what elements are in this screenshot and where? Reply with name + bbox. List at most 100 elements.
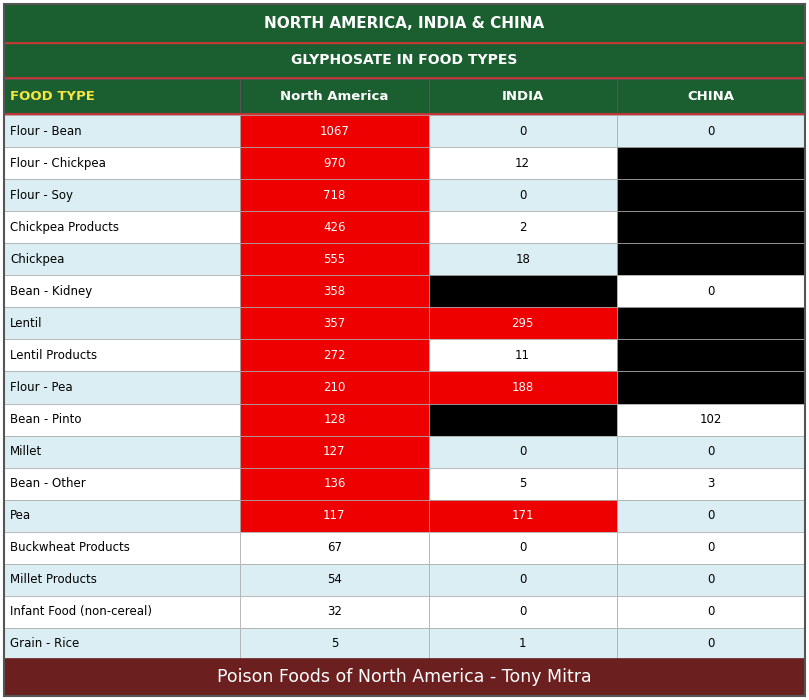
Bar: [240, 115, 429, 147]
Text: 5: 5: [519, 477, 527, 490]
Bar: [616, 179, 805, 211]
Text: Bean - Pinto: Bean - Pinto: [10, 413, 82, 426]
Text: 136: 136: [324, 477, 345, 490]
Text: Chickpea Products: Chickpea Products: [10, 220, 119, 234]
Text: Flour - Soy: Flour - Soy: [10, 188, 73, 202]
Text: 3: 3: [707, 477, 714, 490]
Bar: [616, 115, 805, 147]
Text: 210: 210: [324, 381, 345, 394]
Text: 358: 358: [324, 285, 345, 298]
Text: 117: 117: [323, 509, 345, 522]
Bar: [429, 564, 616, 596]
Bar: [240, 596, 429, 628]
Bar: [4, 113, 805, 115]
Text: Infant Food (non-cereal): Infant Food (non-cereal): [10, 606, 152, 618]
Text: 12: 12: [515, 157, 530, 169]
Text: GLYPHOSATE IN FOOD TYPES: GLYPHOSATE IN FOOD TYPES: [291, 53, 518, 67]
Bar: [240, 147, 429, 179]
Text: 1: 1: [519, 638, 527, 650]
Text: Bean - Other: Bean - Other: [10, 477, 86, 490]
Text: Pea: Pea: [10, 509, 31, 522]
Bar: [429, 596, 616, 628]
Bar: [240, 243, 429, 275]
Bar: [429, 79, 616, 113]
Text: 555: 555: [324, 253, 345, 266]
Text: 0: 0: [519, 573, 527, 587]
Bar: [429, 211, 616, 243]
Text: 5: 5: [331, 638, 338, 650]
Bar: [240, 468, 429, 500]
Text: 272: 272: [323, 349, 345, 362]
Bar: [616, 147, 805, 179]
Text: 0: 0: [707, 541, 714, 554]
Bar: [616, 628, 805, 660]
Text: 0: 0: [519, 445, 527, 458]
Bar: [616, 79, 805, 113]
Bar: [4, 77, 805, 79]
Bar: [616, 307, 805, 340]
Text: North America: North America: [280, 90, 388, 102]
Bar: [429, 307, 616, 340]
Text: 32: 32: [327, 606, 342, 618]
Bar: [240, 275, 429, 307]
Text: Flour - Pea: Flour - Pea: [10, 381, 73, 394]
Bar: [240, 372, 429, 403]
Bar: [616, 211, 805, 243]
Text: 0: 0: [707, 606, 714, 618]
Bar: [4, 307, 240, 340]
Text: Millet: Millet: [10, 445, 42, 458]
Bar: [429, 275, 616, 307]
Bar: [4, 403, 240, 435]
Bar: [4, 372, 240, 403]
Bar: [429, 243, 616, 275]
Text: 2: 2: [519, 220, 527, 234]
Bar: [429, 115, 616, 147]
Text: 1067: 1067: [320, 125, 349, 137]
Bar: [240, 500, 429, 532]
Text: Bean - Kidney: Bean - Kidney: [10, 285, 92, 298]
Text: NORTH AMERICA, INDIA & CHINA: NORTH AMERICA, INDIA & CHINA: [265, 15, 544, 31]
Text: 0: 0: [519, 188, 527, 202]
Bar: [4, 596, 240, 628]
Text: 970: 970: [324, 157, 345, 169]
Text: 0: 0: [519, 606, 527, 618]
Bar: [429, 468, 616, 500]
Bar: [240, 79, 429, 113]
Text: Chickpea: Chickpea: [10, 253, 65, 266]
Bar: [4, 211, 240, 243]
Bar: [429, 628, 616, 660]
Bar: [616, 275, 805, 307]
Text: 0: 0: [519, 125, 527, 137]
Bar: [4, 44, 805, 77]
Bar: [4, 79, 240, 113]
Bar: [240, 628, 429, 660]
Bar: [616, 403, 805, 435]
Bar: [616, 243, 805, 275]
Text: FOOD TYPE: FOOD TYPE: [10, 90, 95, 102]
Bar: [429, 435, 616, 468]
Bar: [616, 340, 805, 372]
Bar: [4, 4, 805, 42]
Bar: [4, 115, 240, 147]
Text: 0: 0: [707, 573, 714, 587]
Text: 102: 102: [700, 413, 722, 426]
Text: 67: 67: [327, 541, 342, 554]
Text: 718: 718: [324, 188, 345, 202]
Text: Buckwheat Products: Buckwheat Products: [10, 541, 130, 554]
Text: 18: 18: [515, 253, 530, 266]
Text: Poison Foods of North America - Tony Mitra: Poison Foods of North America - Tony Mit…: [217, 668, 592, 686]
Bar: [240, 340, 429, 372]
Text: Lentil Products: Lentil Products: [10, 349, 97, 362]
Text: Flour - Bean: Flour - Bean: [10, 125, 82, 137]
Text: 54: 54: [327, 573, 342, 587]
Bar: [616, 532, 805, 564]
Text: 0: 0: [707, 638, 714, 650]
Bar: [4, 500, 240, 532]
Text: 11: 11: [515, 349, 530, 362]
Bar: [4, 275, 240, 307]
Text: Grain - Rice: Grain - Rice: [10, 638, 79, 650]
Bar: [4, 147, 240, 179]
Text: 127: 127: [323, 445, 345, 458]
Text: INDIA: INDIA: [502, 90, 544, 102]
Text: 128: 128: [324, 413, 345, 426]
